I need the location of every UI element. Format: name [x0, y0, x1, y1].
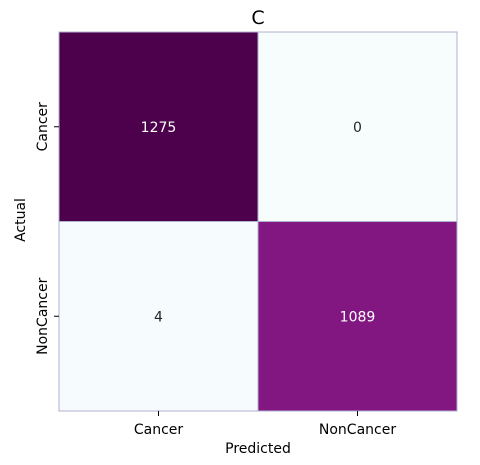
cell-value-label: 0 — [353, 120, 362, 136]
x-axis-label: Predicted — [225, 441, 291, 457]
cell-value-labels: 1275 0 4 1089 — [141, 120, 376, 326]
y-axis-ticks: Cancer NonCancer — [35, 102, 59, 355]
heatmap-cell — [257, 221, 458, 412]
cell-value-label: 1089 — [340, 309, 376, 325]
cell-value-label: 1275 — [141, 120, 177, 136]
x-axis-ticks: Cancer NonCancer — [134, 411, 396, 438]
heatmap-cells — [58, 31, 458, 412]
heatmap-cell — [257, 31, 458, 222]
y-axis-label: Actual — [13, 198, 29, 242]
heatmap-cell — [58, 221, 259, 412]
x-tick-label: NonCancer — [319, 422, 396, 438]
x-tick-label: Cancer — [134, 422, 184, 438]
heatmap-cell — [58, 31, 259, 222]
plot-frame — [58, 31, 458, 412]
cell-value-label: 4 — [154, 309, 163, 325]
y-tick-label: Cancer — [35, 102, 51, 152]
chart-title: C — [251, 7, 264, 29]
y-tick-label: NonCancer — [35, 277, 51, 354]
